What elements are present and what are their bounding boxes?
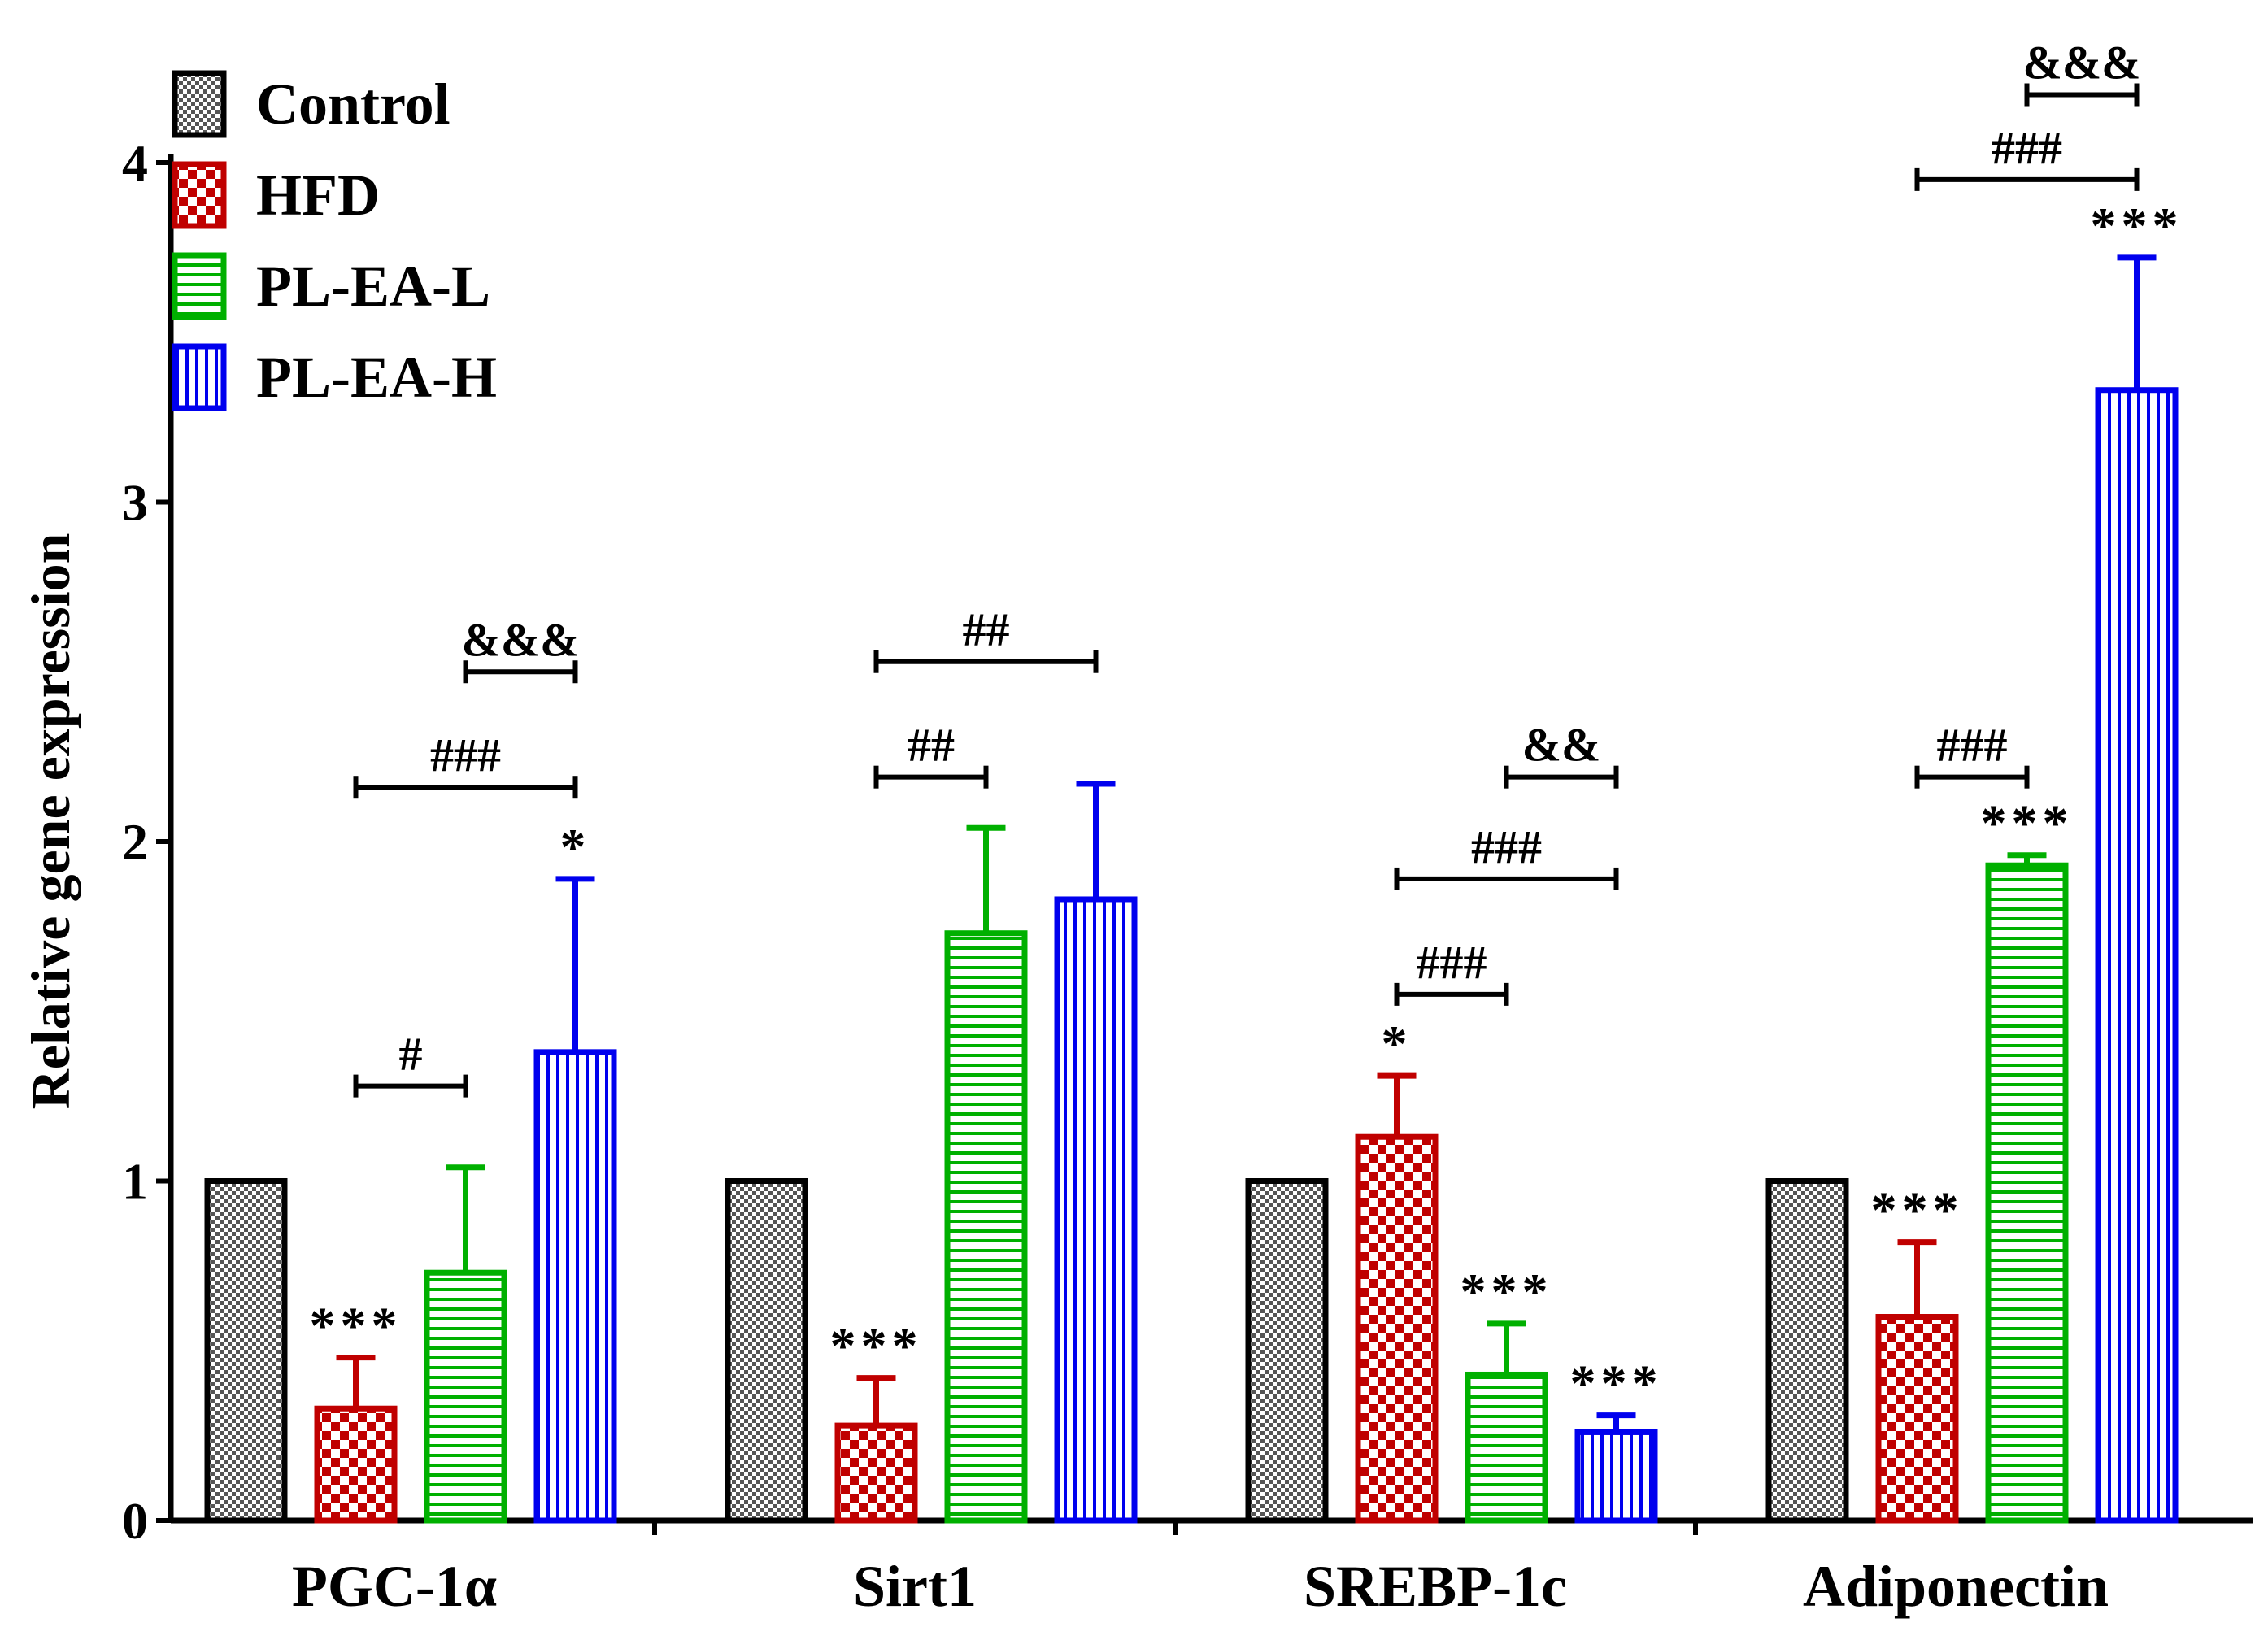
significance-stars: *** xyxy=(830,1317,923,1375)
significance-stars: *** xyxy=(1570,1355,1663,1412)
comparison-label: && xyxy=(1522,719,1601,772)
legend-label: PL-EA-L xyxy=(256,254,490,319)
y-tick-label: 0 xyxy=(122,1492,148,1550)
bar-hfd-3 xyxy=(1875,1314,1959,1524)
bar-pl-ea-l-1 xyxy=(944,930,1028,1524)
x-category-label: SREBP-1c xyxy=(1304,1554,1567,1619)
significance-stars: * xyxy=(1382,1015,1413,1072)
legend-label: Control xyxy=(256,72,451,137)
y-tick-label: 3 xyxy=(122,474,148,532)
significance-stars: *** xyxy=(1460,1263,1553,1320)
significance-stars: * xyxy=(560,818,591,876)
bar-control-2 xyxy=(1245,1178,1329,1524)
bar-pl-ea-l-3 xyxy=(1985,862,2069,1524)
bar-pl-ea-l-0 xyxy=(424,1269,507,1524)
legend-swatch-control xyxy=(172,70,227,138)
legend-label: HFD xyxy=(256,163,380,228)
bars: *** ******************** xyxy=(204,197,2183,1524)
bar-pl-ea-h-2 xyxy=(1574,1429,1658,1524)
legend: Control HFD PL-EA-L PL-EA-H xyxy=(172,70,497,411)
comparison-label: # xyxy=(399,1028,423,1081)
comparison-label: ## xyxy=(908,719,955,772)
y-axis-label: Relative gene expression xyxy=(20,533,81,1110)
significance-stars: *** xyxy=(310,1297,403,1355)
bar-pl-ea-h-1 xyxy=(1054,896,1138,1524)
comparison-label: ### xyxy=(1471,820,1542,873)
comparison-label: ### xyxy=(1992,121,2062,174)
legend-swatch-pl-ea-h xyxy=(172,343,227,411)
legend-label: PL-EA-H xyxy=(256,345,497,410)
bar-hfd-0 xyxy=(314,1405,398,1524)
bar-pl-ea-h-3 xyxy=(2095,387,2179,1524)
bar-pl-ea-h-0 xyxy=(533,1049,617,1524)
bar-hfd-2 xyxy=(1355,1133,1439,1524)
comparison-label: &&& xyxy=(2023,37,2141,89)
comparison-label: ### xyxy=(1417,936,1487,989)
x-category-label: PGC-1α xyxy=(292,1554,497,1619)
y-tick-label: 1 xyxy=(122,1153,148,1211)
significance-stars: *** xyxy=(2091,197,2183,254)
x-category-label: Sirt1 xyxy=(853,1554,977,1619)
significance-stars: *** xyxy=(1871,1181,1964,1239)
comparison-label: ### xyxy=(430,729,501,781)
legend-swatch-pl-ea-l xyxy=(172,252,227,320)
axes: 0 1 2 3 4 PGC-1α Sirt1 SREBP-1c Adiponectin xyxy=(122,134,2253,1619)
annotations: ####&&&##########&& ######&&& xyxy=(353,37,2141,1098)
y-tick-label: 4 xyxy=(122,134,148,192)
bar-control-3 xyxy=(1765,1178,1849,1524)
legend-swatch-hfd xyxy=(172,161,227,229)
comparison-label: ### xyxy=(1937,719,2008,772)
comparison-label: ## xyxy=(963,603,1010,656)
significance-stars: *** xyxy=(1981,794,2074,852)
bar-control-0 xyxy=(204,1178,288,1524)
bar-control-1 xyxy=(725,1178,808,1524)
bar-pl-ea-l-2 xyxy=(1465,1371,1548,1524)
y-tick-label: 2 xyxy=(122,813,148,871)
x-category-label: Adiponectin xyxy=(1803,1554,2109,1619)
bar-hfd-1 xyxy=(834,1422,918,1524)
comparison-label: &&& xyxy=(462,613,580,666)
